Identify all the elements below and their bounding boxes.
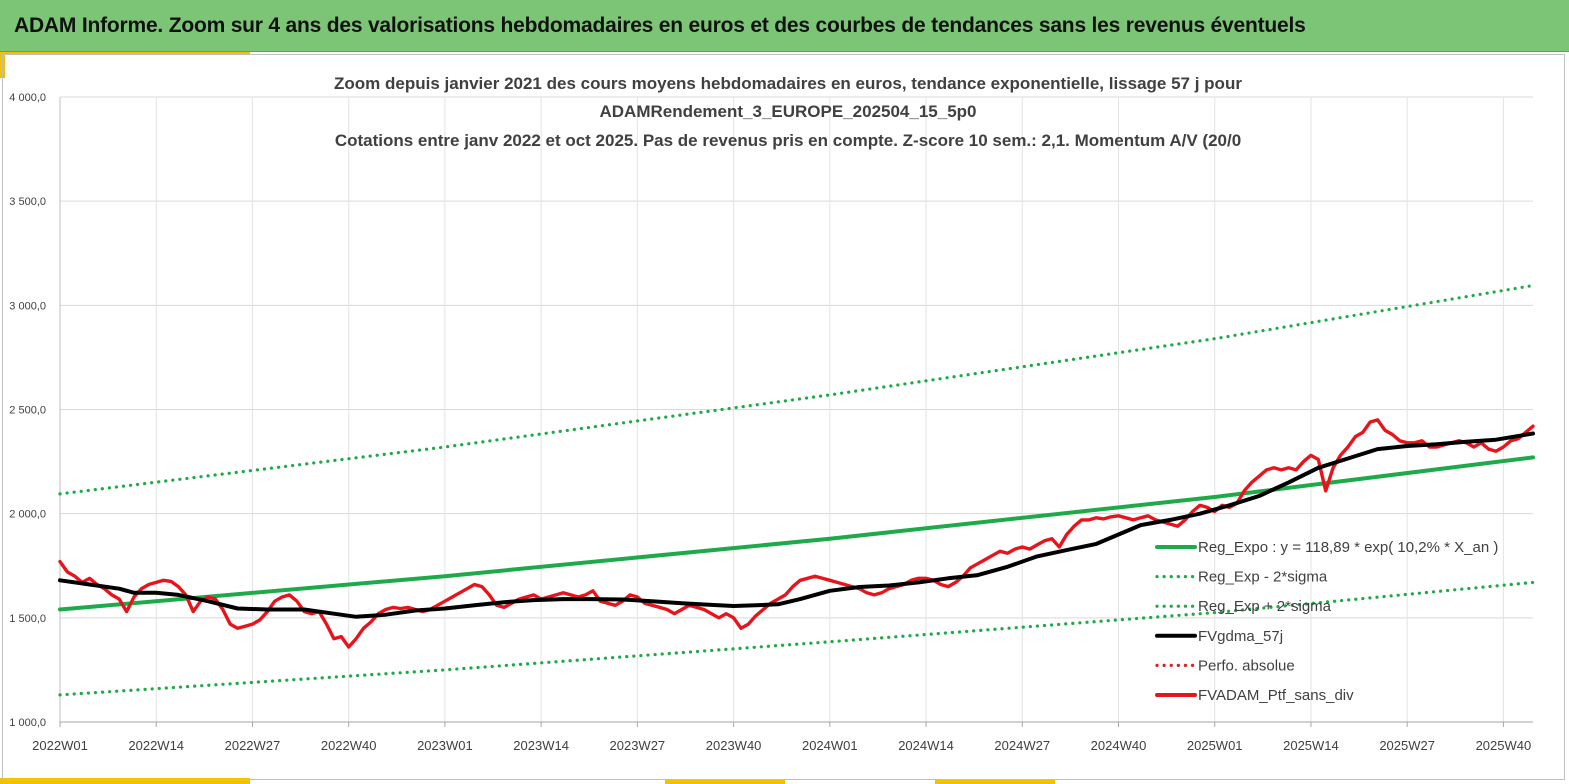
chart-title-line-3: Cotations entre janv 2022 et oct 2025. P… <box>335 131 1241 150</box>
accent-bar-top <box>0 52 250 55</box>
series-line-1 <box>58 580 1535 697</box>
y-tick-label: 4 000,0 <box>9 92 46 104</box>
y-tick-label: 3 500,0 <box>9 196 46 208</box>
y-tick-label: 2 500,0 <box>9 405 46 417</box>
legend-entry-4: Perfo. absolue <box>1198 657 1295 674</box>
x-tick-label: 2024W01 <box>802 738 858 753</box>
legend-entry-2: Reg_Exp + 2*sigma <box>1198 598 1332 615</box>
x-tick-label: 2022W40 <box>321 738 377 753</box>
y-tick-label: 2 000,0 <box>9 509 46 521</box>
legend-entry-0: Reg_Expo : y = 118,89 * exp( 10,2% * X_a… <box>1198 539 1498 556</box>
series-layer <box>58 283 1535 697</box>
series-line-3 <box>58 431 1535 619</box>
x-tick-label: 2022W14 <box>128 738 184 753</box>
series-line-5 <box>58 418 1535 649</box>
chart-title: Zoom depuis janvier 2021 des cours moyen… <box>334 74 1242 150</box>
report-banner: ADAM Informe. Zoom sur 4 ans des valoris… <box>0 0 1569 52</box>
x-tick-label: 2023W27 <box>610 738 666 753</box>
accent-bar-bottom <box>0 778 250 784</box>
accent-bar-bottom-3 <box>935 780 1055 784</box>
x-tick-label: 2025W27 <box>1379 738 1435 753</box>
chart-title-line-2: ADAMRendement_3_EUROPE_202504_15_5p0 <box>599 102 976 121</box>
y-tick-label: 1 000,0 <box>9 717 46 729</box>
accent-bar-bottom-2 <box>665 780 785 784</box>
legend-entry-5: FVADAM_Ptf_sans_div <box>1198 687 1354 704</box>
x-tick-label: 2024W14 <box>898 738 954 753</box>
grid-layer <box>59 96 1533 723</box>
x-tick-label: 2024W40 <box>1091 738 1147 753</box>
x-tick-label: 2023W40 <box>706 738 762 753</box>
chart-title-line-1: Zoom depuis janvier 2021 des cours moyen… <box>334 74 1242 93</box>
x-tick-label: 2025W01 <box>1187 738 1243 753</box>
x-tick-label: 2024W27 <box>994 738 1050 753</box>
report-title: ADAM Informe. Zoom sur 4 ans des valoris… <box>14 14 1306 37</box>
chart-legend: Reg_Expo : y = 118,89 * exp( 10,2% * X_a… <box>1155 539 1498 704</box>
legend-entry-3: FVgdma_57j <box>1198 628 1283 645</box>
x-tick-label: 2025W40 <box>1476 738 1532 753</box>
x-tick-label: 2022W27 <box>225 738 281 753</box>
series-line-0 <box>58 455 1535 612</box>
legend-entry-1: Reg_Exp - 2*sigma <box>1198 569 1328 586</box>
x-tick-label: 2025W14 <box>1283 738 1339 753</box>
chart-frame <box>2 54 1565 780</box>
y-tick-label: 3 000,0 <box>9 300 46 312</box>
x-tick-label: 2022W01 <box>32 738 88 753</box>
y-tick-label: 1 500,0 <box>9 613 46 625</box>
axis-layer: 1 000,0 1 500,0 2 000,0 2 500,0 3 000,0 3 500… <box>9 92 1533 753</box>
series-line-2 <box>58 283 1535 496</box>
x-tick-label: 2023W01 <box>417 738 473 753</box>
x-tick-label: 2023W14 <box>513 738 569 753</box>
